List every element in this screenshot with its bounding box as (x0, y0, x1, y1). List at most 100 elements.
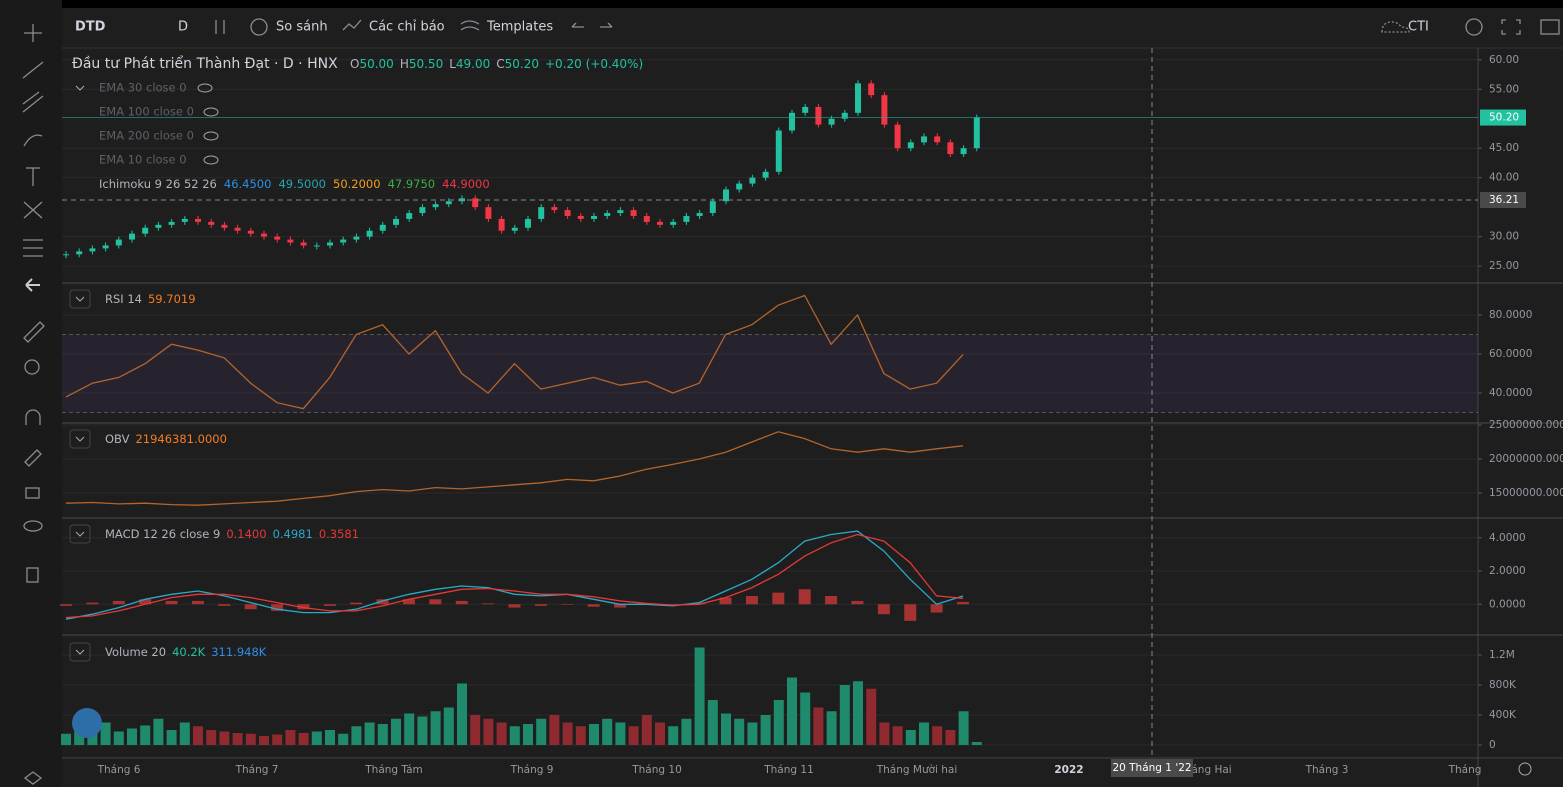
volume-bar (932, 726, 943, 745)
collapse-frame[interactable] (69, 524, 91, 544)
volume-bar (391, 718, 401, 745)
logo[interactable] (72, 708, 102, 738)
volume-bar (919, 722, 929, 745)
candle (960, 148, 967, 155)
indicator-line (65, 294, 964, 410)
trendline-tool[interactable] (22, 61, 44, 79)
collapse-button[interactable] (75, 296, 85, 302)
ohlc-name: H (400, 57, 409, 71)
pattern-tool[interactable] (23, 201, 43, 219)
chart-settings[interactable] (1518, 762, 1532, 776)
compare-icon[interactable] (250, 18, 268, 36)
histogram-bar (402, 599, 415, 605)
interval[interactable]: D (178, 20, 188, 35)
lock-tool[interactable] (25, 487, 40, 499)
compare-button[interactable]: So sánh (276, 20, 328, 35)
symbol[interactable]: DTD (75, 20, 106, 35)
collapse-frame[interactable] (69, 642, 91, 662)
collapse-button[interactable] (75, 649, 85, 655)
volume-bar (879, 722, 890, 745)
measure-tool[interactable] (23, 239, 43, 257)
ohlc-name: L (449, 57, 456, 71)
volume-bar (470, 714, 481, 745)
candle (577, 215, 584, 219)
histogram-bar (191, 600, 204, 605)
drawing-tools[interactable] (22, 24, 45, 785)
x-tick-label: Tháng Mười hai (876, 764, 958, 776)
y-tick-label: 25.00 (1489, 260, 1519, 272)
templates-button[interactable]: Templates (486, 20, 553, 35)
zoom-tool[interactable] (24, 359, 40, 375)
histogram-bar (271, 604, 284, 611)
collapse-frame[interactable] (69, 289, 91, 309)
brush-tool[interactable] (23, 134, 43, 147)
fib-tool[interactable] (22, 91, 44, 113)
candle (934, 136, 941, 143)
undo-button[interactable] (571, 22, 584, 28)
ohlc-value: 49.00 (456, 57, 490, 71)
hidden-eye[interactable] (203, 131, 219, 141)
volume-bar (800, 692, 811, 745)
volume-bar (536, 718, 547, 745)
candle (894, 124, 901, 149)
ichimoku-legend: Ichimoku 9 26 52 26 46.4500 49.5000 50.2000… (99, 177, 490, 191)
volume-bar (628, 726, 639, 745)
volume-bar (285, 729, 296, 745)
delete-tool[interactable] (26, 567, 39, 583)
chart-style-icon[interactable] (215, 20, 225, 34)
candle (195, 218, 201, 222)
volume-bar (443, 707, 454, 745)
histogram-bar (244, 604, 257, 610)
collapse-button[interactable] (75, 436, 85, 442)
templates-icon[interactable] (460, 20, 480, 31)
collapse-button[interactable] (75, 531, 85, 537)
cloud-icon[interactable] (1381, 21, 1410, 33)
volume-bar (153, 718, 164, 745)
candle (828, 118, 835, 125)
x-tick-label: Tháng 7 (235, 764, 279, 776)
crosshair-tool[interactable] (24, 24, 42, 42)
lock-draw-tool[interactable] (24, 449, 42, 467)
y-tick-label: 0.0000 (1489, 598, 1526, 610)
hidden-eye[interactable] (203, 107, 219, 117)
legend-item: OBV (105, 432, 130, 446)
text-tool[interactable] (26, 167, 40, 186)
redo-button[interactable] (600, 22, 613, 28)
account[interactable]: CTI (1408, 20, 1429, 35)
indicators-icon[interactable] (342, 19, 362, 31)
volume-bar (853, 681, 863, 745)
volume-bar (430, 711, 441, 745)
candle (657, 221, 663, 225)
candle (76, 251, 83, 255)
layers-tool[interactable] (23, 771, 43, 785)
back-tool[interactable] (25, 278, 40, 292)
pane-legend: Volume 20 40.2K 311.948K (105, 645, 267, 659)
ruler-tool[interactable] (23, 321, 45, 343)
volume-bar (589, 723, 599, 745)
left-toolbar (0, 0, 62, 787)
hidden-eye[interactable] (197, 83, 213, 93)
candle (142, 227, 149, 234)
collapse-button[interactable] (75, 85, 85, 91)
candle (129, 233, 135, 240)
last-price-label: 50.20 (1489, 112, 1519, 124)
candle (340, 239, 347, 243)
magnet-tool[interactable] (25, 409, 41, 425)
ema-legend: EMA 200 close 0 (99, 129, 194, 143)
histogram-bar (798, 589, 811, 605)
visibility-tool[interactable] (23, 520, 43, 532)
pane-legend: RSI 14 59.7019 (105, 292, 196, 306)
volume-bar (681, 718, 692, 745)
histogram-bar (60, 604, 72, 606)
snapshot-button[interactable] (1540, 19, 1560, 35)
settings-button[interactable] (1465, 18, 1483, 36)
fullscreen-button[interactable] (1501, 19, 1521, 35)
hidden-eye[interactable] (203, 155, 219, 165)
rsi-band (62, 334, 1478, 413)
indicators-button[interactable]: Các chỉ báo (369, 20, 445, 35)
ohlc-value: 50.20 (505, 57, 539, 71)
legend-item: 40.2K (172, 645, 206, 659)
legend-item: 0.4981 (273, 527, 313, 541)
crosshair-price: 36.21 (1489, 194, 1519, 206)
collapse-frame[interactable] (69, 429, 91, 449)
